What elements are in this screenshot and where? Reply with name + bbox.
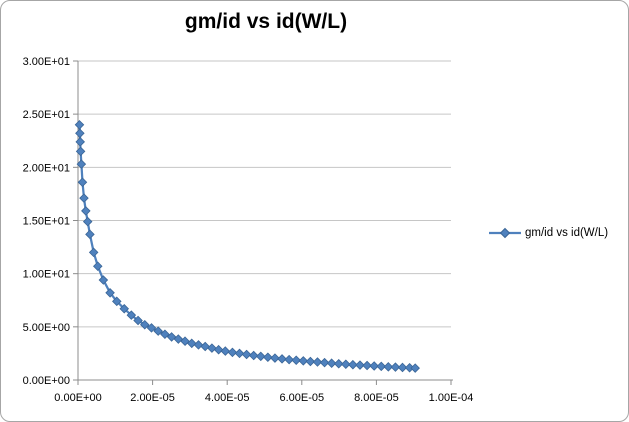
y-tick-label: 5.00E+00 — [23, 322, 70, 334]
x-tick-label: 8.00E-05 — [354, 392, 399, 404]
data-point-marker — [333, 358, 344, 369]
y-tick-label: 1.50E+01 — [23, 216, 70, 228]
x-tick-label: 2.00E-05 — [130, 392, 175, 404]
y-tick-label: 1.00E+01 — [23, 269, 70, 281]
data-point-marker — [173, 334, 184, 344]
data-point-marker — [270, 353, 280, 363]
y-tick-label: 3.00E+01 — [23, 56, 70, 68]
y-tick-label: 2.50E+01 — [23, 109, 70, 121]
legend-label: gm/id vs id(W/L) — [525, 227, 609, 239]
data-point-marker — [75, 128, 85, 139]
data-point-marker — [227, 347, 238, 358]
data-point-marker — [291, 355, 301, 365]
data-point-marker — [369, 361, 379, 371]
data-point-marker — [383, 362, 394, 372]
data-point-marker — [166, 332, 177, 342]
data-point-marker — [160, 329, 170, 340]
legend: gm/id vs id(W/L) — [488, 227, 608, 239]
data-point-marker — [93, 261, 103, 271]
y-tick-label: 0.00E+00 — [23, 375, 70, 387]
legend-marker-icon — [489, 227, 521, 239]
data-point-marker — [305, 356, 316, 367]
data-point-marker — [193, 340, 204, 350]
data-point-marker — [85, 229, 95, 240]
data-point-marker — [234, 348, 245, 359]
data-point-marker — [74, 120, 85, 130]
data-point-marker — [390, 362, 401, 372]
x-tick-label: 0.00E+00 — [54, 392, 101, 404]
legend-diamond — [499, 227, 511, 239]
data-point-marker — [220, 346, 231, 356]
data-point-marker — [248, 350, 259, 361]
data-point-marker — [341, 359, 351, 370]
data-point-marker — [376, 361, 387, 372]
data-point-marker — [98, 275, 109, 285]
data-point-marker — [88, 247, 99, 258]
data-point-marker — [348, 359, 358, 370]
data-point-marker — [82, 216, 93, 227]
data-point-marker — [77, 177, 88, 187]
data-point-marker — [75, 137, 86, 147]
data-point-marker — [207, 343, 217, 353]
data-point-marker — [200, 341, 210, 352]
data-point-marker — [298, 356, 309, 366]
data-point-marker — [241, 349, 252, 360]
y-tick-label: 2.00E+01 — [23, 162, 70, 174]
data-point-marker — [119, 303, 130, 314]
data-point-marker — [126, 310, 137, 320]
x-tick-label: 4.00E-05 — [205, 392, 250, 404]
data-point-marker — [326, 358, 337, 368]
data-point-marker — [186, 338, 197, 349]
data-point-marker — [112, 296, 122, 307]
data-point-marker — [133, 315, 143, 326]
data-point-marker — [312, 357, 323, 367]
data-point-marker — [213, 344, 224, 355]
data-point-marker — [397, 362, 408, 373]
series-line — [78, 124, 416, 370]
data-point-marker — [153, 326, 163, 336]
data-point-marker — [81, 206, 91, 216]
data-point-marker — [75, 146, 86, 157]
data-point-marker — [355, 360, 365, 370]
x-tick-label: 6.00E-05 — [279, 392, 324, 404]
data-point-marker — [284, 354, 294, 365]
x-tick-label: 1.00E-04 — [429, 392, 474, 404]
data-point-marker — [105, 288, 115, 298]
data-point-marker — [140, 319, 150, 330]
data-point-marker — [263, 352, 273, 363]
data-point-marker — [76, 159, 87, 169]
data-point-marker — [319, 357, 330, 368]
data-point-marker — [362, 360, 372, 371]
data-point-marker — [146, 323, 157, 333]
data-point-marker — [410, 363, 420, 373]
chart-title: gm/id vs id(W/L) — [184, 10, 348, 33]
data-point-marker — [277, 354, 287, 364]
data-point-marker — [256, 351, 266, 362]
data-point-marker — [79, 193, 89, 203]
